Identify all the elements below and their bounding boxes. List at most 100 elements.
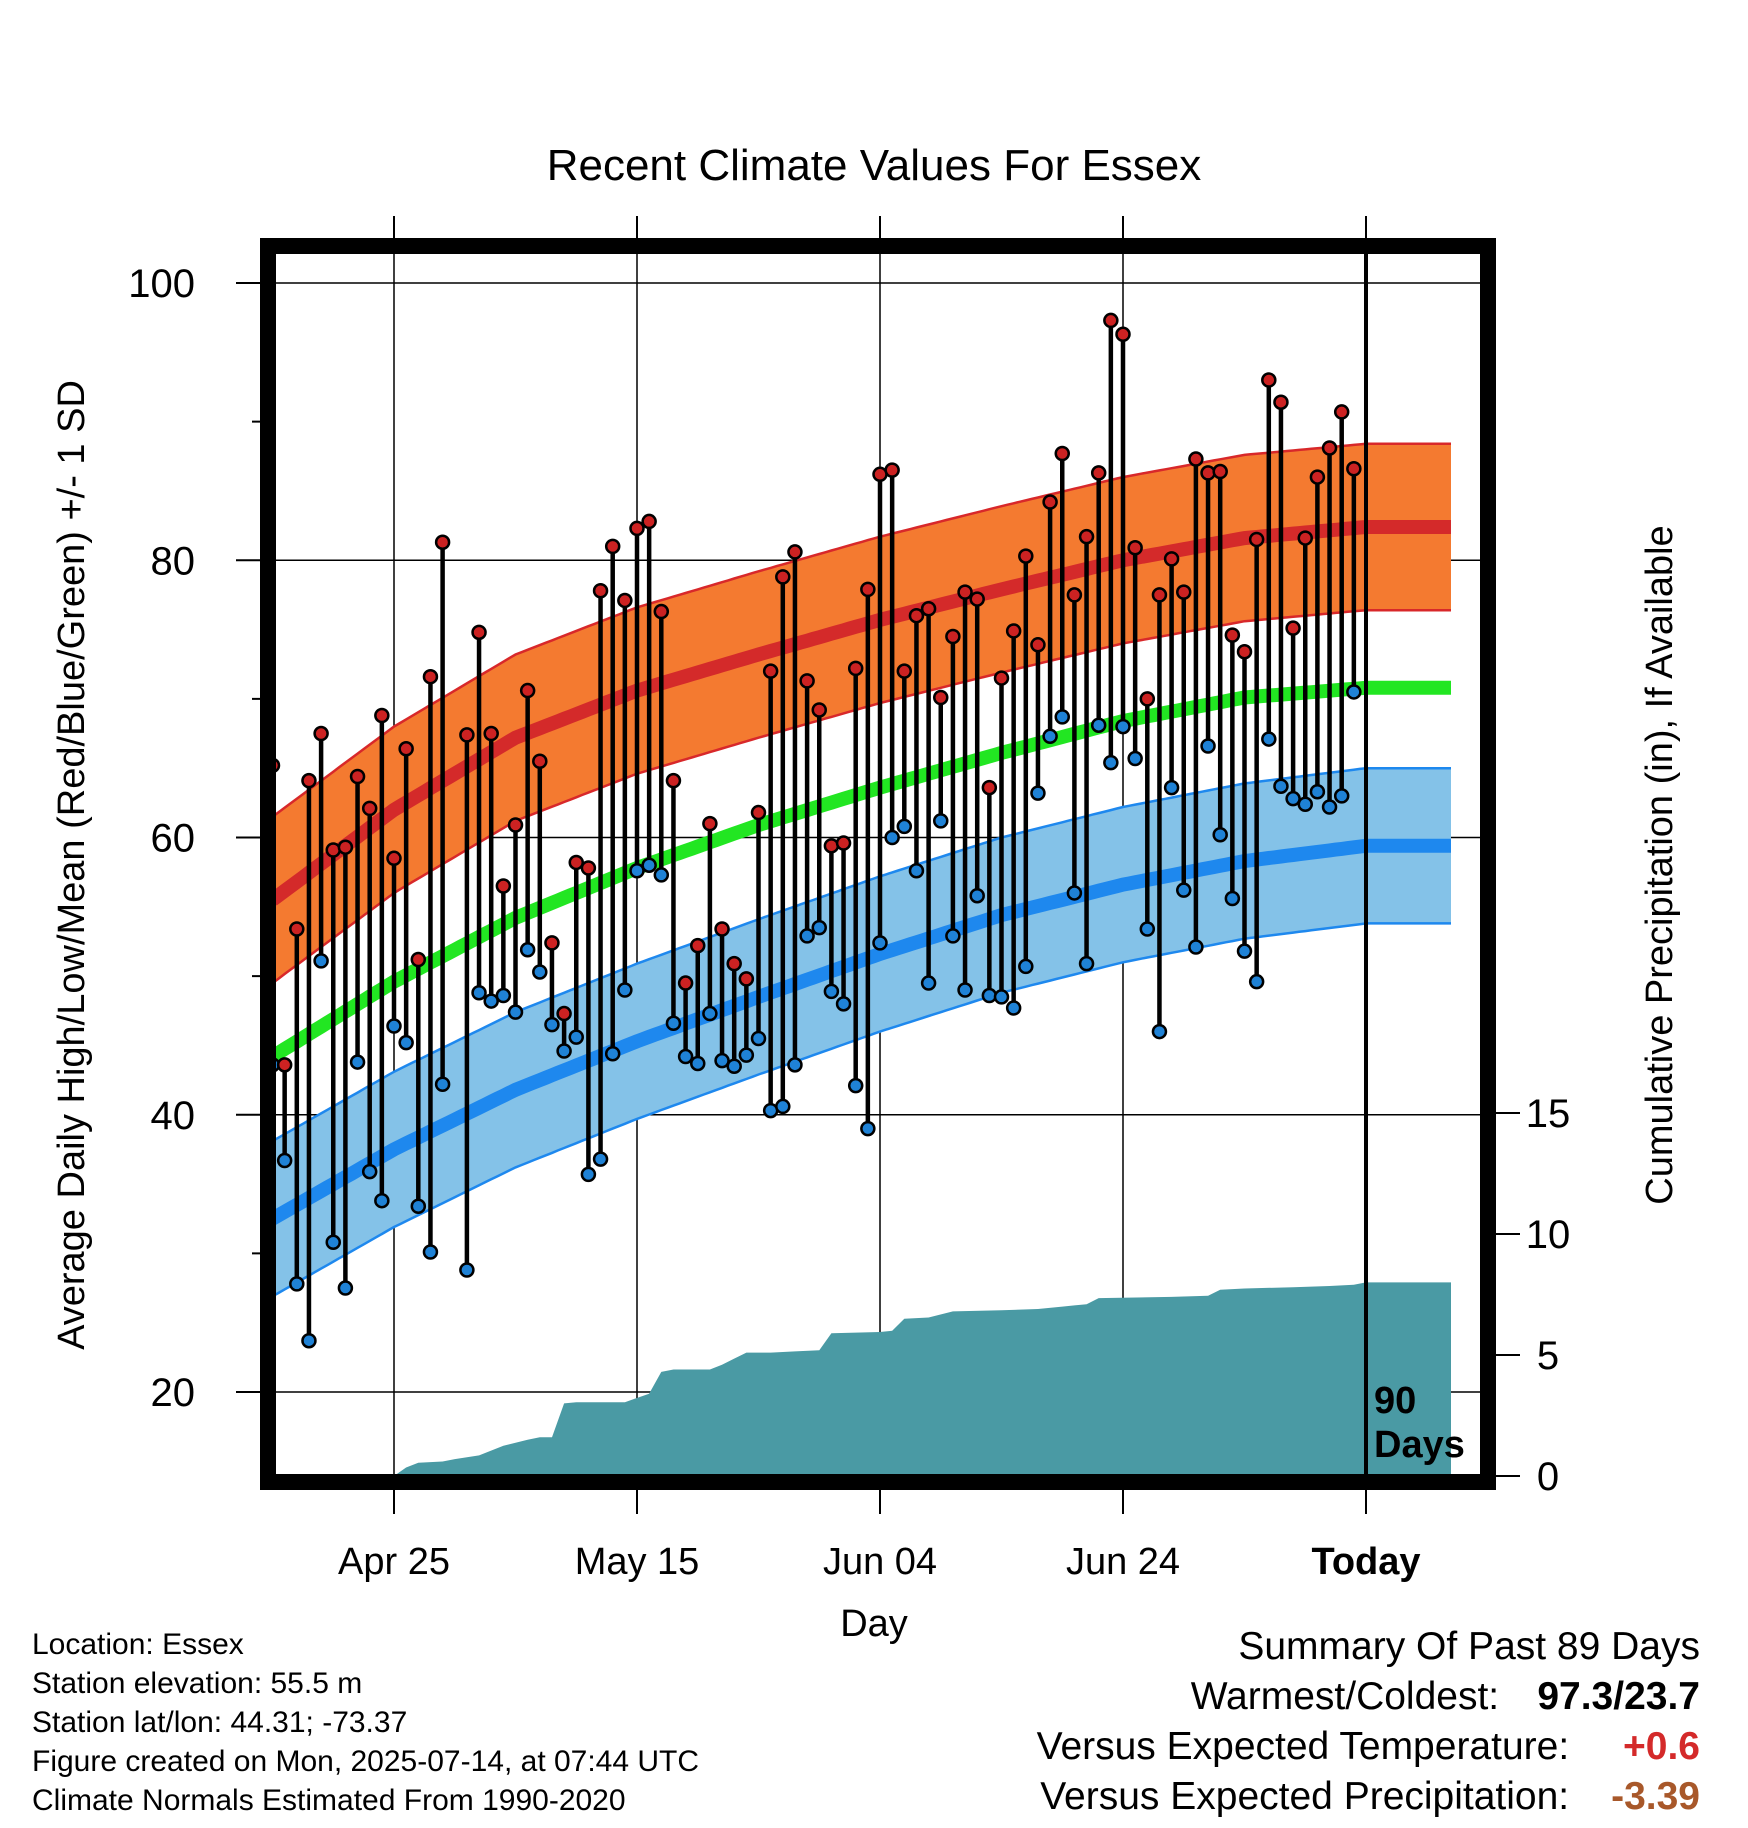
daily-low-point — [775, 1098, 791, 1115]
daily-low-point — [313, 953, 329, 969]
y2-tick-label: 0 — [1537, 1455, 1559, 1499]
today-marker-label: 90 — [1374, 1380, 1416, 1422]
daily-low-point — [933, 813, 949, 829]
daily-high-point — [289, 921, 305, 937]
x-axis-label: Day — [840, 1603, 908, 1645]
daily-high-point — [1285, 620, 1301, 636]
daily-high-point — [386, 850, 402, 867]
daily-high-point — [1333, 404, 1350, 420]
daily-low-point — [1005, 1000, 1022, 1016]
daily-low-point — [580, 1166, 597, 1183]
daily-high-point — [410, 951, 427, 968]
daily-low-point — [1139, 921, 1156, 937]
daily-low-point — [507, 1004, 524, 1020]
daily-high-point — [1236, 643, 1253, 660]
daily-low-point — [1018, 958, 1034, 975]
daily-low-point — [690, 1055, 706, 1072]
daily-high-point — [896, 663, 913, 679]
daily-high-point — [374, 707, 390, 724]
daily-low-point — [847, 1077, 864, 1094]
chart-title: Recent Climate Values For Essex — [547, 141, 1202, 190]
daily-high-point — [1224, 627, 1241, 643]
y-tick-label: 40 — [151, 1094, 196, 1138]
daily-high-point — [325, 842, 341, 858]
daily-high-point — [665, 772, 682, 789]
daily-low-point — [702, 1005, 718, 1022]
daily-low-point — [1176, 882, 1192, 898]
daily-high-point — [617, 592, 633, 609]
daily-high-point — [337, 839, 354, 855]
precip-row: Versus Expected Precipitation: -3.39 — [800, 1772, 1700, 1822]
daily-high-point — [398, 741, 414, 757]
x-tick-label: Jun 04 — [823, 1541, 937, 1583]
daily-high-point — [1346, 461, 1362, 477]
latlon-text: Station lat/lon: 44.31; -73.37 — [32, 1706, 408, 1739]
summary-panel: Summary Of Past 89 Days Warmest/Coldest:… — [800, 1622, 1700, 1822]
daily-high-point — [738, 971, 755, 987]
daily-low-point — [1030, 785, 1046, 801]
daily-high-point — [1054, 445, 1070, 462]
daily-low-point — [1054, 709, 1070, 725]
temp-value: +0.6 — [1623, 1725, 1700, 1768]
y-tick-label: 20 — [151, 1371, 196, 1415]
daily-high-point — [471, 624, 487, 641]
daily-low-point — [750, 1030, 767, 1047]
daily-low-point — [896, 818, 913, 835]
x-tick-label: Today — [1311, 1541, 1420, 1583]
precip-value: -3.39 — [1611, 1775, 1700, 1818]
x-tick-label: May 15 — [575, 1541, 700, 1583]
daily-high-point — [762, 663, 779, 679]
daily-low-point — [714, 1052, 730, 1069]
daily-low-point — [1042, 728, 1058, 745]
daily-high-point — [1261, 372, 1277, 388]
daily-high-point — [799, 673, 815, 689]
daily-low-point — [301, 1332, 317, 1349]
daily-low-point — [532, 964, 548, 980]
daily-low-point — [823, 983, 840, 1000]
temp-row: Versus Expected Temperature: +0.6 — [800, 1722, 1700, 1772]
daily-low-point — [920, 975, 937, 991]
y-tick-label: 80 — [151, 539, 196, 583]
daily-high-point — [1030, 637, 1046, 653]
daily-high-point — [495, 878, 512, 894]
y2-axis-label: Cumulative Precipitation (in), If Availa… — [1639, 525, 1681, 1204]
daily-low-point — [653, 867, 670, 883]
daily-low-point — [325, 1234, 341, 1251]
daily-high-point — [629, 520, 645, 537]
daily-high-point — [459, 727, 475, 743]
daily-low-point — [1066, 885, 1083, 901]
daily-high-point — [993, 670, 1010, 686]
daily-low-point — [726, 1058, 742, 1074]
daily-low-point — [604, 1046, 621, 1062]
daily-low-point — [568, 1029, 584, 1045]
daily-high-point — [702, 815, 718, 832]
daily-low-point — [592, 1151, 609, 1167]
daily-high-point — [434, 534, 451, 550]
daily-low-point — [1200, 738, 1216, 754]
daily-high-point — [969, 591, 985, 607]
daily-high-point — [1309, 469, 1326, 485]
daily-high-point — [677, 975, 694, 991]
daily-low-point — [471, 985, 487, 1001]
y2-tick-label: 15 — [1526, 1092, 1571, 1136]
daily-high-point — [1176, 584, 1192, 600]
daily-high-point — [568, 854, 584, 871]
daily-high-point — [1005, 623, 1022, 639]
daily-low-point — [1236, 943, 1253, 959]
daily-high-point — [592, 582, 609, 599]
daily-high-point — [981, 779, 998, 796]
daily-high-point — [580, 860, 597, 876]
station-info: Location: Essex Station elevation: 55.5 … — [32, 1625, 699, 1820]
daily-high-point — [519, 682, 536, 699]
daily-high-point — [1188, 451, 1204, 467]
daily-low-point — [1309, 784, 1326, 800]
daily-low-point — [908, 863, 925, 879]
warmest-coldest-label: Warmest/Coldest: — [1190, 1675, 1500, 1718]
daily-low-point — [957, 982, 973, 998]
location-text: Location: Essex — [32, 1628, 244, 1661]
daily-low-point — [1224, 890, 1241, 907]
daily-low-point — [629, 863, 645, 879]
axes: 20 40 60 80 100 0 5 10 15 Apr 25 May 15 Jun 04 Jun 2… — [128, 216, 1570, 1583]
daily-low-point — [1163, 779, 1180, 796]
